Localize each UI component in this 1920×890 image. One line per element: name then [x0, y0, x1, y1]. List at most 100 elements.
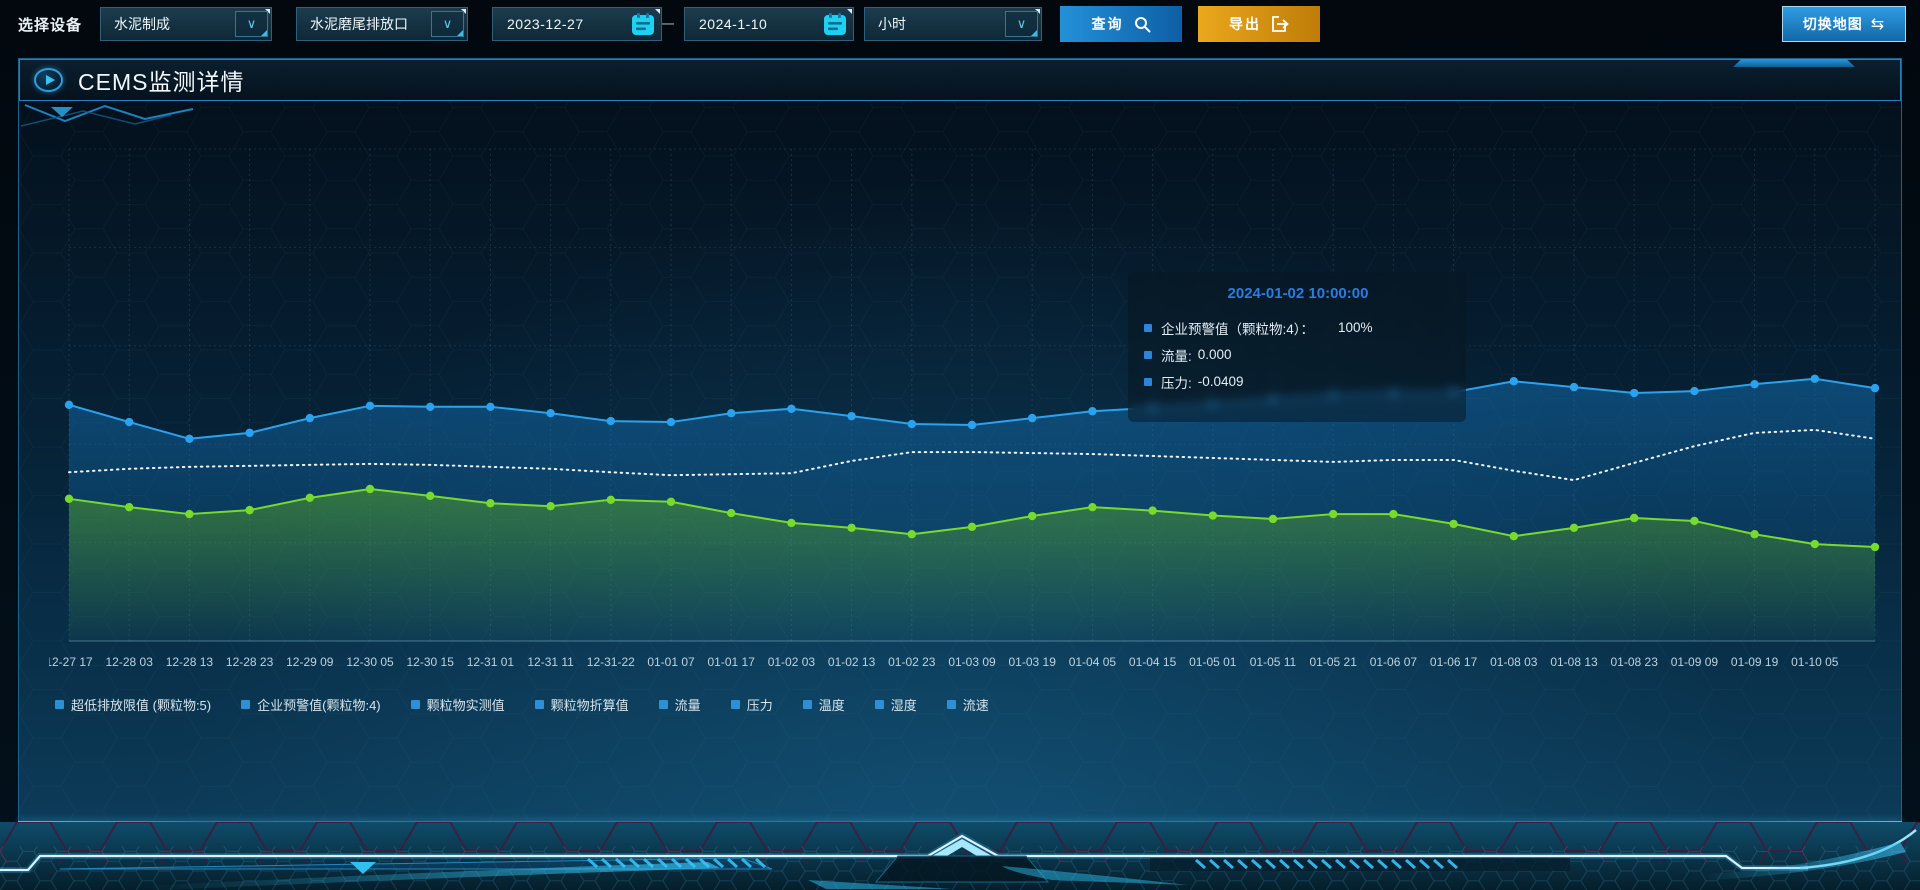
data-point — [847, 411, 856, 421]
x-axis-label: 12-29 09 — [286, 655, 334, 669]
start-date-value: 2023-12-27 — [507, 16, 584, 32]
play-icon[interactable] — [34, 68, 63, 92]
cems-line-chart[interactable]: 12-27 17 12-28 03 12-28 13 12-28 23 12-29 09… — [45, 121, 1885, 681]
panel-title: CEMS监测详情 — [78, 69, 245, 95]
device-select-label: 选择设备 — [18, 16, 83, 34]
series-marker-icon — [1144, 323, 1152, 332]
data-point — [1750, 379, 1759, 389]
chevron-down-icon[interactable]: ∨ — [431, 11, 465, 37]
x-axis-label: 01-05 11 — [1250, 655, 1297, 669]
x-axis-label: 12-30 05 — [346, 655, 394, 669]
query-button[interactable]: 查询 — [1060, 6, 1183, 42]
interval-select[interactable]: 小时 ∨ — [864, 7, 1043, 41]
series-area — [69, 488, 1875, 641]
x-axis-label: 01-09 09 — [1671, 655, 1719, 669]
x-axis-label: 01-02 13 — [828, 655, 876, 669]
legend-label: 流速 — [962, 698, 989, 713]
device-type-select[interactable]: 水泥制成 ∨ — [100, 7, 273, 41]
x-axis-label: 01-04 15 — [1129, 655, 1177, 669]
legend-item-0[interactable]: 超低排放限值 (颗粒物:5) — [55, 695, 211, 714]
data-point — [666, 417, 676, 427]
data-point — [1389, 509, 1398, 519]
legend-item-5[interactable]: 压力 — [730, 695, 773, 714]
data-point — [1870, 542, 1880, 552]
legend-marker-icon — [730, 700, 740, 709]
data-point — [64, 494, 74, 504]
legend-label: 压力 — [746, 698, 773, 713]
data-point — [1750, 530, 1759, 539]
data-point — [486, 499, 495, 508]
legend-marker-icon — [241, 700, 251, 709]
toolbar: 选择设备 水泥制成 ∨ 水泥磨尾排放口 ∨ 2023-12-27 — — [0, 0, 1920, 48]
start-date-input[interactable]: 2023-12-27 — [492, 7, 663, 41]
data-point — [486, 402, 495, 412]
tooltip-value: 100% — [1338, 320, 1373, 335]
switch-map-button[interactable]: 切换地图 ⇆ — [1782, 6, 1906, 42]
data-point — [727, 409, 736, 418]
x-axis-label: 12-31 11 — [527, 655, 574, 669]
tooltip-row: 流量: 0.000 — [1144, 341, 1452, 368]
series-marker-icon — [1144, 377, 1152, 386]
data-point — [245, 428, 254, 438]
data-point — [185, 509, 194, 519]
legend-item-6[interactable]: 温度 — [802, 695, 845, 714]
calendar-icon[interactable] — [631, 12, 655, 36]
tooltip-value: 0.000 — [1197, 347, 1232, 362]
data-point — [1509, 532, 1519, 541]
data-point — [1810, 539, 1820, 549]
data-point — [606, 495, 615, 504]
outlet-value: 水泥磨尾排放口 — [310, 16, 409, 32]
chevron-down-icon[interactable]: ∨ — [235, 11, 269, 37]
legend-item-1[interactable]: 企业预警值(颗粒物:4) — [241, 695, 381, 714]
x-axis-label: 12-28 03 — [106, 655, 154, 669]
data-point — [1630, 388, 1639, 398]
legend-item-8[interactable]: 流速 — [946, 695, 989, 714]
search-icon — [1134, 16, 1151, 33]
x-axis-label: 01-09 19 — [1731, 655, 1779, 669]
titlebar-corner-decoration — [21, 104, 194, 127]
chart-legend: 超低排放限值 (颗粒物:5) 企业预警值(颗粒物:4) 颗粒物实测值 颗粒物折算值 流量… — [55, 695, 989, 714]
x-axis-label: 12-27 17 — [49, 655, 93, 669]
legend-marker-icon — [658, 700, 668, 709]
device-type-value: 水泥制成 — [114, 16, 171, 32]
data-point — [1028, 511, 1037, 521]
data-point — [1810, 374, 1820, 383]
data-point — [907, 530, 916, 539]
data-point — [546, 409, 555, 418]
data-point — [1329, 509, 1338, 519]
legend-marker-icon — [802, 700, 812, 709]
tooltip-label: 企业预警值（颗粒物:4）： — [1161, 321, 1315, 337]
tooltip-timestamp: 2024-01-02 10:00:00 — [1227, 285, 1369, 302]
data-point — [64, 400, 74, 410]
export-button[interactable]: 导出 — [1198, 6, 1321, 42]
legend-marker-icon — [946, 700, 956, 709]
data-point — [1088, 502, 1097, 512]
x-axis-label: 01-08 13 — [1550, 655, 1598, 669]
data-point — [967, 420, 977, 430]
data-point — [1569, 382, 1579, 392]
legend-item-4[interactable]: 流量 — [658, 695, 701, 714]
x-axis-label: 01-01 07 — [647, 655, 695, 669]
end-date-input[interactable]: 2024-1-10 — [684, 7, 855, 41]
calendar-icon[interactable] — [823, 12, 847, 36]
data-point — [305, 493, 314, 503]
legend-marker-icon — [410, 700, 420, 709]
legend-label: 超低排放限值 (颗粒物:5) — [71, 698, 212, 713]
outlet-select[interactable]: 水泥磨尾排放口 ∨ — [296, 7, 469, 41]
data-point — [1088, 407, 1097, 416]
swap-arrows-icon: ⇆ — [1870, 16, 1886, 33]
x-axis-label: 01-10 05 — [1791, 655, 1839, 669]
x-axis-label: 12-28 23 — [226, 655, 274, 669]
legend-item-2[interactable]: 颗粒物实测值 — [410, 695, 505, 714]
legend-label: 温度 — [818, 698, 845, 713]
x-axis-label: 01-02 03 — [768, 655, 816, 669]
data-point — [666, 497, 676, 506]
data-point — [185, 434, 194, 443]
chevron-down-icon[interactable]: ∨ — [1005, 11, 1039, 37]
x-axis-label: 01-08 23 — [1611, 655, 1659, 669]
legend-item-3[interactable]: 颗粒物折算值 — [534, 695, 629, 714]
data-point — [1569, 523, 1579, 533]
legend-item-7[interactable]: 湿度 — [874, 695, 917, 714]
data-point — [606, 416, 615, 426]
x-axis-label: 01-06 07 — [1370, 655, 1418, 669]
